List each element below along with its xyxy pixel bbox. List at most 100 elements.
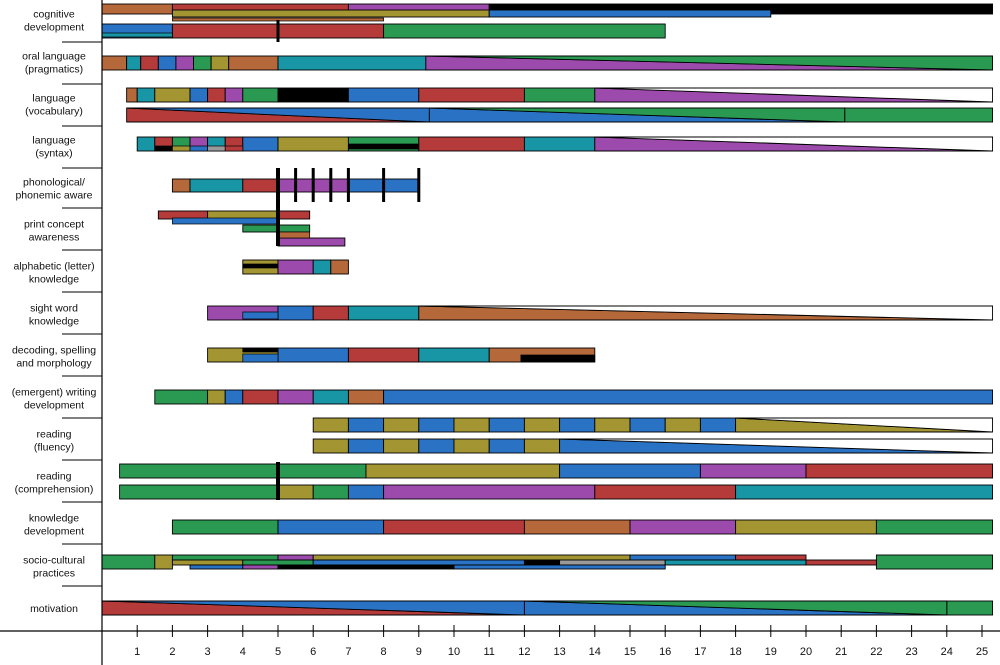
row-label: cognitive development [24, 9, 84, 34]
bar-segment [277, 136, 349, 152]
x-tick-label: 1 [134, 646, 140, 658]
row-label-line: cognitive [33, 9, 75, 21]
x-tick-label: 9 [416, 646, 422, 658]
bar-segment [735, 484, 994, 500]
bar-segment [242, 389, 279, 405]
row-label-line: (pragmatics) [25, 64, 83, 76]
bar-segment [277, 564, 455, 570]
row-label: language (syntax) [32, 135, 75, 160]
thin-bar [242, 263, 279, 269]
row-label-line: language [32, 135, 75, 147]
bar-gradient-part [735, 417, 994, 433]
bar-segment [312, 417, 349, 433]
bar-segment [523, 559, 561, 566]
bar-segment [488, 417, 525, 433]
bar-segment [383, 484, 596, 500]
marker-line [276, 20, 280, 42]
x-tick-label: 14 [589, 646, 601, 658]
bar-segment [101, 3, 173, 15]
bar-segment [277, 305, 314, 321]
bar-segment [488, 438, 525, 454]
bar-segment [101, 55, 128, 71]
row-label: reading (fluency) [34, 429, 74, 454]
bar-gradient-part [594, 87, 994, 103]
bar-segment [559, 463, 701, 479]
x-tick-label: 18 [729, 646, 741, 658]
bar-segment [312, 554, 631, 561]
x-tick-label: 20 [800, 646, 812, 658]
x-tick-label: 16 [659, 646, 671, 658]
bar-segment [523, 438, 561, 454]
bar-segment [242, 564, 279, 570]
bar-segment [875, 554, 994, 570]
x-tick-label: 2 [169, 646, 175, 658]
bar-segment [154, 87, 191, 103]
bar-segment [277, 55, 427, 71]
bar-gradient-part [594, 136, 994, 152]
row-label-line: oral language [22, 51, 86, 63]
thin-bar [348, 143, 420, 150]
row-label-line: development [24, 22, 84, 34]
bar-segment [189, 87, 209, 103]
bar-gradient-part [524, 600, 948, 616]
bar-segment [312, 559, 525, 566]
bar-segment [418, 87, 525, 103]
bar-segment [523, 87, 596, 103]
bar-segment [347, 305, 420, 321]
bar-segment [383, 417, 420, 433]
row-label-line: knowledge [29, 513, 79, 525]
bar-segment [844, 107, 994, 123]
marker-line [382, 168, 386, 202]
thin-bar [242, 353, 279, 363]
bar-segment [699, 417, 737, 433]
marker-line [346, 168, 350, 202]
bar-gradient-part [418, 305, 994, 321]
thin-bar [242, 347, 279, 353]
bars [101, 3, 994, 616]
bar-segment [277, 210, 311, 220]
bar-segment [228, 55, 279, 71]
bar-segment [875, 519, 994, 535]
marker-line [311, 168, 315, 202]
x-tick-label: 17 [694, 646, 706, 658]
bar-segment [242, 87, 279, 103]
thin-bar [172, 145, 191, 152]
x-tick-label: 5 [275, 646, 281, 658]
row-label-line: reading [36, 429, 71, 441]
bar-segment [175, 55, 194, 71]
bar-segment [224, 87, 244, 103]
bar-segment [119, 484, 279, 500]
bar-segment [523, 417, 561, 433]
bar-segment [594, 484, 737, 500]
row-label-line: development [24, 526, 84, 538]
x-tick-label: 3 [205, 646, 211, 658]
row-label: motivation [30, 603, 78, 615]
bar-segment [312, 484, 349, 500]
marker-line [294, 168, 298, 202]
bar-segment [383, 23, 666, 39]
bar-segment [207, 87, 226, 103]
bar-segment [312, 305, 349, 321]
bar-segment [805, 559, 877, 566]
row-label-line: socio-cultural [23, 555, 85, 567]
bar-segment [347, 87, 420, 103]
bar-segment [418, 347, 490, 363]
x-tick-label: 12 [518, 646, 530, 658]
bar-segment [418, 417, 455, 433]
row-label: phonological/phonemic aware [15, 177, 92, 202]
bar-segment [347, 438, 385, 454]
bar-segment [312, 389, 349, 405]
row-label: (emergent) writing development [12, 387, 97, 412]
x-tick-label: 6 [310, 646, 316, 658]
row-label-line: knowledge [29, 316, 79, 328]
row-label-line: development [24, 400, 84, 412]
bar-segment [418, 136, 525, 152]
x-tick-label: 10 [448, 646, 460, 658]
thin-bar [189, 145, 208, 152]
row-label: oral language (pragmatics) [22, 51, 86, 76]
row-label-line: reading [36, 471, 71, 483]
bar-segment [119, 463, 367, 479]
bar-segment [126, 87, 138, 103]
bar-segment [277, 347, 349, 363]
